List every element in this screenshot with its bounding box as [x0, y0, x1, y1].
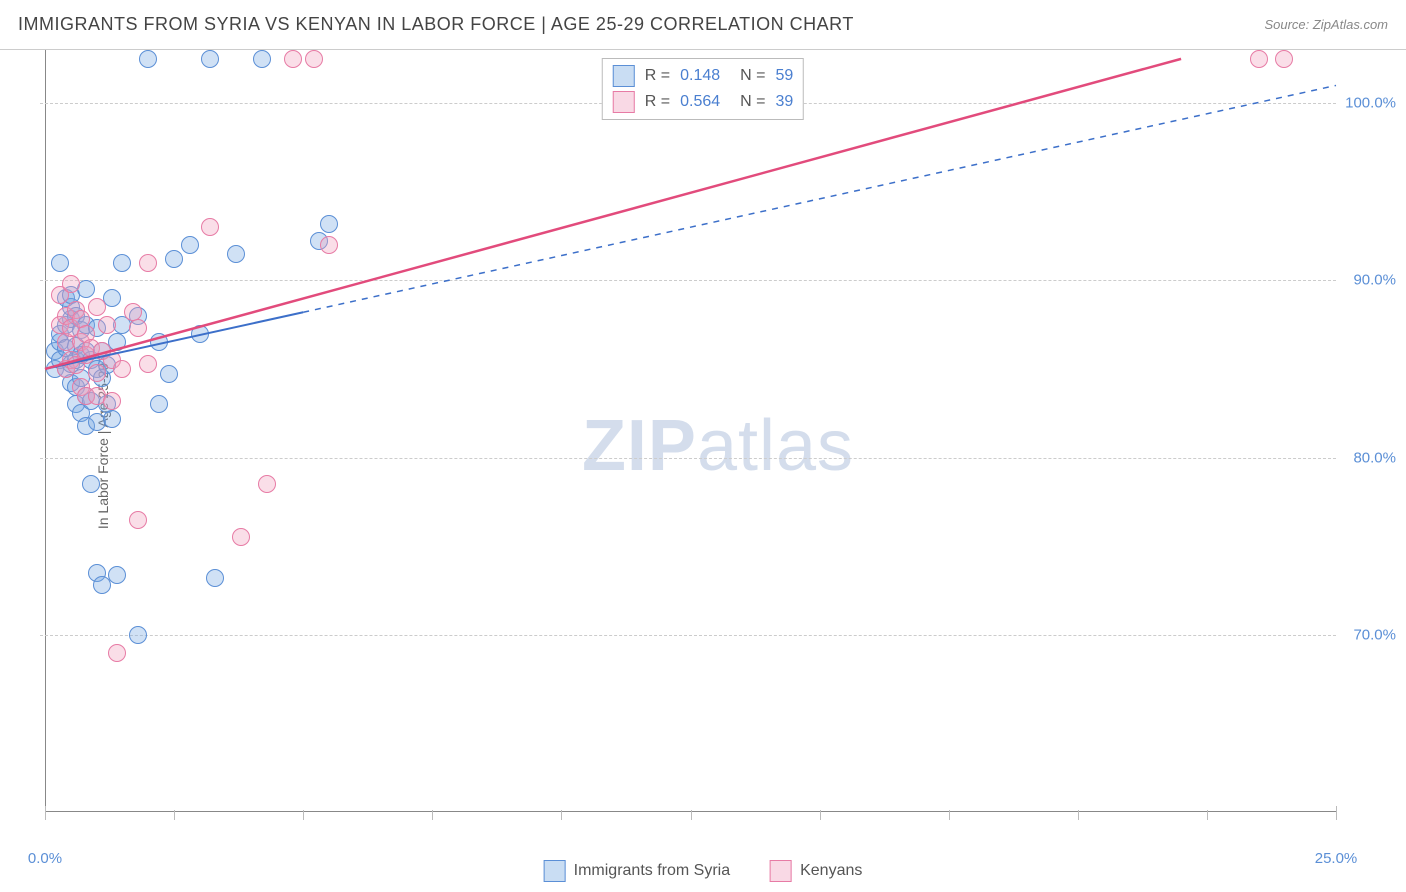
scatter-point	[253, 50, 271, 68]
scatter-point	[77, 280, 95, 298]
scatter-point	[150, 395, 168, 413]
scatter-point	[1250, 50, 1268, 68]
x-tick-minor	[1078, 810, 1079, 820]
scatter-point	[201, 218, 219, 236]
chart-header: IMMIGRANTS FROM SYRIA VS KENYAN IN LABOR…	[0, 0, 1406, 50]
legend-n-value: 59	[775, 67, 793, 85]
scatter-point	[129, 511, 147, 529]
legend-swatch	[770, 860, 792, 882]
legend-item: Immigrants from Syria	[544, 860, 730, 882]
x-tick-minor	[561, 810, 562, 820]
scatter-point	[129, 626, 147, 644]
y-tick-label: 90.0%	[1353, 272, 1396, 289]
x-tick-minor	[432, 810, 433, 820]
gridline-horizontal	[40, 635, 1336, 636]
scatter-point	[206, 569, 224, 587]
scatter-point	[103, 392, 121, 410]
x-tick-label: 25.0%	[1315, 850, 1358, 867]
legend-row: R = 0.148 N = 59	[613, 63, 793, 89]
scatter-point	[258, 475, 276, 493]
x-tick-major	[1336, 806, 1337, 820]
scatter-point	[113, 254, 131, 272]
scatter-point	[305, 50, 323, 68]
scatter-point	[88, 364, 106, 382]
scatter-point	[284, 50, 302, 68]
scatter-point	[103, 289, 121, 307]
scatter-point	[108, 566, 126, 584]
legend-item: Kenyans	[770, 860, 862, 882]
chart-source: Source: ZipAtlas.com	[1264, 17, 1388, 32]
legend-label: Immigrants from Syria	[574, 862, 730, 880]
y-tick-label: 70.0%	[1353, 626, 1396, 643]
scatter-point	[108, 333, 126, 351]
legend-n-label: N =	[740, 93, 765, 111]
x-tick-major	[45, 806, 46, 820]
scatter-point	[191, 325, 209, 343]
scatter-point	[181, 236, 199, 254]
gridline-horizontal	[40, 458, 1336, 459]
scatter-point	[98, 316, 116, 334]
scatter-point	[62, 275, 80, 293]
scatter-chart: In Labor Force | Age 25-29 ZIPatlas 70.0…	[40, 50, 1396, 842]
y-tick-label: 80.0%	[1353, 449, 1396, 466]
scatter-point	[150, 333, 168, 351]
x-tick-label: 0.0%	[28, 850, 62, 867]
series-legend: Immigrants from Syria Kenyans	[544, 860, 863, 882]
scatter-point	[1275, 50, 1293, 68]
legend-row: R = 0.564 N = 39	[613, 89, 793, 115]
chart-title: IMMIGRANTS FROM SYRIA VS KENYAN IN LABOR…	[18, 14, 854, 35]
scatter-point	[113, 360, 131, 378]
scatter-point	[139, 355, 157, 373]
legend-n-value: 39	[775, 93, 793, 111]
scatter-point	[320, 215, 338, 233]
legend-n-label: N =	[740, 67, 765, 85]
scatter-point	[227, 245, 245, 263]
watermark: ZIPatlas	[582, 405, 854, 487]
x-tick-minor	[303, 810, 304, 820]
scatter-point	[108, 644, 126, 662]
y-axis-line	[45, 50, 46, 812]
scatter-point	[51, 254, 69, 272]
x-tick-minor	[820, 810, 821, 820]
legend-swatch	[613, 91, 635, 113]
scatter-point	[103, 410, 121, 428]
legend-r-label: R =	[645, 67, 670, 85]
y-tick-label: 100.0%	[1345, 95, 1396, 112]
legend-swatch	[544, 860, 566, 882]
legend-swatch	[613, 65, 635, 87]
x-tick-minor	[691, 810, 692, 820]
scatter-point	[88, 298, 106, 316]
scatter-point	[232, 528, 250, 546]
scatter-point	[129, 319, 147, 337]
scatter-point	[82, 475, 100, 493]
x-tick-minor	[174, 810, 175, 820]
scatter-point	[201, 50, 219, 68]
correlation-legend: R = 0.148 N = 59 R = 0.564 N = 39	[602, 58, 804, 120]
legend-r-value: 0.148	[680, 67, 730, 85]
legend-r-label: R =	[645, 93, 670, 111]
scatter-point	[165, 250, 183, 268]
scatter-point	[139, 50, 157, 68]
legend-r-value: 0.564	[680, 93, 730, 111]
gridline-horizontal	[40, 280, 1336, 281]
x-tick-minor	[949, 810, 950, 820]
trend-lines	[40, 50, 1396, 842]
scatter-point	[93, 576, 111, 594]
x-tick-minor	[1207, 810, 1208, 820]
trend-line-dashed	[303, 85, 1336, 312]
scatter-point	[139, 254, 157, 272]
legend-label: Kenyans	[800, 862, 862, 880]
scatter-point	[320, 236, 338, 254]
scatter-point	[160, 365, 178, 383]
